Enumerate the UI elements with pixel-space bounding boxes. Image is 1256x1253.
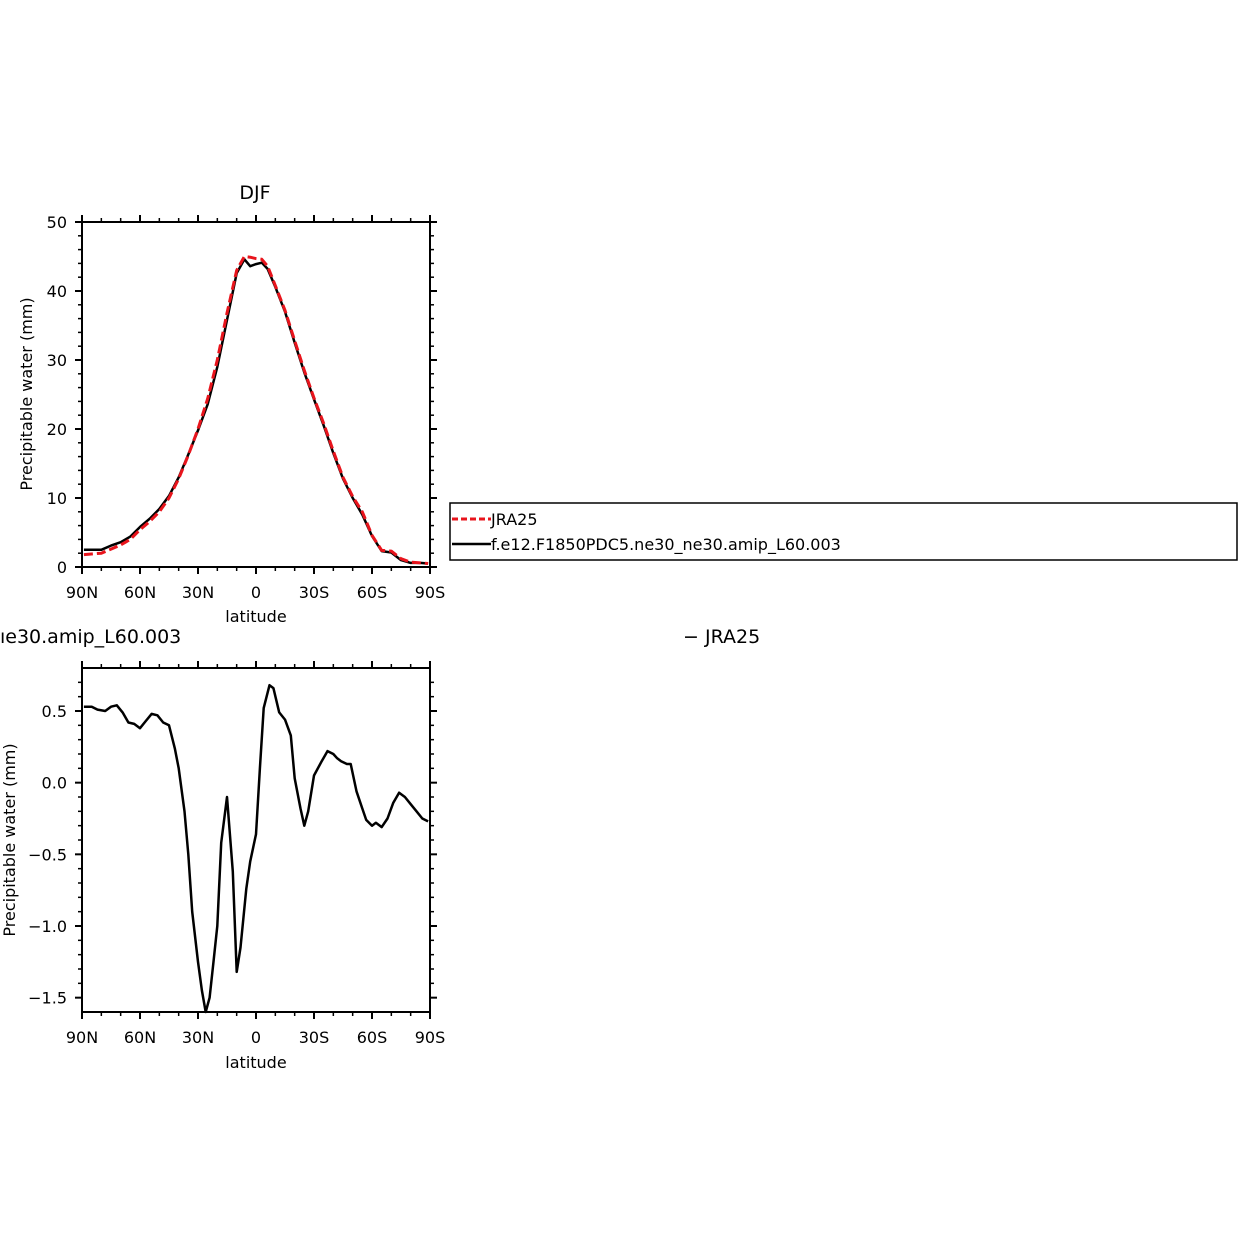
- panel-bottom-x-tick-label: 30N: [182, 1028, 214, 1047]
- panel-top-x-tick-label: 90S: [415, 583, 446, 602]
- panel-bottom-x-tick-label: 60S: [357, 1028, 388, 1047]
- panel-top-plot-frame: [81, 221, 431, 568]
- panel-top-series-line-1: [83, 258, 429, 565]
- panel-bottom-x-tick-label: 90N: [66, 1028, 98, 1047]
- panel-top-y-axis-label: Precipitable water (mm): [17, 297, 36, 490]
- panel-bottom-x-tick-label: 30S: [299, 1028, 330, 1047]
- panel-bottom-y-tick-label: 0.5: [42, 702, 67, 721]
- panel-bottom-x-tick-label: 0: [251, 1028, 261, 1047]
- panel-top-x-tick-label: 30S: [299, 583, 330, 602]
- panel-top-x-tick-label: 90N: [66, 583, 98, 602]
- panel-bottom-title-right: − JRA25: [683, 626, 760, 648]
- panel-top-y-tick-label: 40: [47, 282, 67, 301]
- panel-top-y-tick-label: 30: [47, 351, 67, 370]
- legend-label-model: f.e12.F1850PDC5.ne30_ne30.amip_L60.003: [491, 535, 841, 555]
- panel-bottom-series-line-0: [83, 683, 429, 1014]
- legend: JRA25 f.e12.F1850PDC5.ne30_ne30.amip_L60…: [449, 502, 1238, 561]
- panel-bottom-y-tick-label: 0.0: [42, 774, 67, 793]
- panel-bottom-title-left: ıe30.amip_L60.003: [0, 626, 181, 648]
- panel-top-x-tick-label: 0: [251, 583, 261, 602]
- legend-label-jra25: JRA25: [490, 510, 538, 529]
- panel-bottom: ıe30.amip_L60.003 − JRA25 90N 60N 30N 0 30S 6…: [0, 626, 760, 1072]
- panel-top-x-tick-label: 60S: [357, 583, 388, 602]
- panel-top-title: DJF: [239, 182, 270, 204]
- panel-top-x-tick-label: 30N: [182, 583, 214, 602]
- panel-bottom-x-axis-label: latitude: [225, 1053, 286, 1072]
- legend-box: [449, 502, 1238, 561]
- panel-bottom-y-tick-label: −1.0: [28, 917, 67, 936]
- panel-bottom-y-tick-label: −1.5: [28, 989, 67, 1008]
- panel-top-y-tick-label: 20: [47, 420, 67, 439]
- panel-bottom-y-axis-label: Precipitable water (mm): [0, 743, 19, 936]
- panel-top: DJF 90N 60N 30N 0 30S 60S 90S 0 10 20 30 40 50 latit…: [17, 182, 445, 626]
- panel-top-series-line-0: [83, 255, 429, 565]
- panel-top-x-tick-label: 60N: [124, 583, 156, 602]
- panel-bottom-y-tick-label: −0.5: [28, 845, 67, 864]
- panel-top-x-axis-label: latitude: [225, 607, 286, 626]
- panel-bottom-x-tick-label: 90S: [415, 1028, 446, 1047]
- panel-top-y-tick-label: 50: [47, 213, 67, 232]
- panel-bottom-x-tick-label: 60N: [124, 1028, 156, 1047]
- panel-top-y-tick-label: 0: [57, 558, 67, 577]
- panel-top-y-tick-label: 10: [47, 489, 67, 508]
